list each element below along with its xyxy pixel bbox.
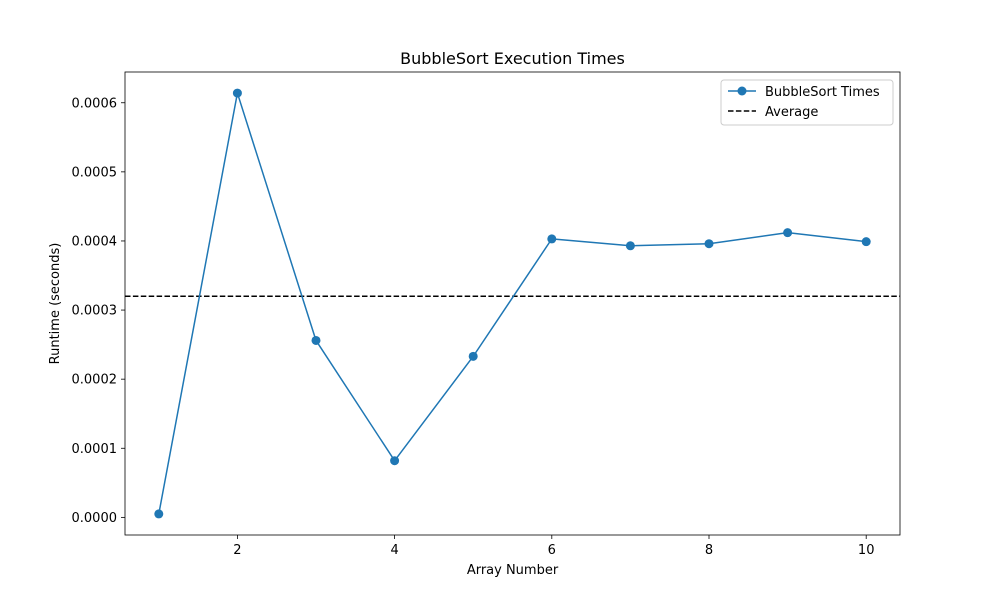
- legend-label-series: BubbleSort Times: [765, 85, 880, 100]
- x-tick-label: 4: [390, 543, 398, 558]
- legend: BubbleSort Times Average: [720, 79, 894, 126]
- data-point: [625, 241, 635, 251]
- data-point: [704, 239, 714, 249]
- data-point: [547, 234, 557, 244]
- data-point: [783, 228, 793, 238]
- x-tick-label: 10: [858, 543, 875, 558]
- y-tick-label: 0.0004: [72, 234, 118, 249]
- data-point: [390, 456, 400, 466]
- x-axis-ticks: 2 4 6 8 10: [233, 535, 874, 558]
- y-tick-label: 0.0000: [72, 511, 118, 526]
- series-line: [158, 92, 867, 515]
- y-tick-label: 0.0001: [72, 442, 118, 457]
- legend-label-average: Average: [765, 105, 818, 120]
- legend-marker-series: [737, 86, 747, 96]
- x-tick-label: 8: [705, 543, 713, 558]
- y-tick-label: 0.0005: [72, 165, 118, 180]
- data-point: [468, 351, 478, 361]
- y-tick-label: 0.0003: [72, 304, 118, 319]
- data-point: [154, 509, 164, 519]
- plot-area: [125, 72, 900, 535]
- x-tick-label: 2: [233, 543, 241, 558]
- plot-frame: [124, 71, 901, 536]
- chart-title: BubbleSort Execution Times: [400, 49, 625, 68]
- y-axis-label: Runtime (seconds): [48, 243, 63, 365]
- y-tick-label: 0.0006: [72, 96, 118, 111]
- x-axis-label: Array Number: [467, 563, 559, 578]
- y-axis-ticks: 0.0000 0.0001 0.0002 0.0003 0.0004 0.0005 0.00…: [72, 96, 125, 526]
- x-tick-label: 6: [548, 543, 556, 558]
- data-point: [311, 335, 321, 345]
- series-lines: [158, 92, 867, 515]
- data-point: [861, 237, 871, 247]
- series-points: [154, 88, 871, 519]
- legend-box: [720, 79, 894, 126]
- y-tick-label: 0.0002: [72, 373, 118, 388]
- data-point: [232, 88, 242, 98]
